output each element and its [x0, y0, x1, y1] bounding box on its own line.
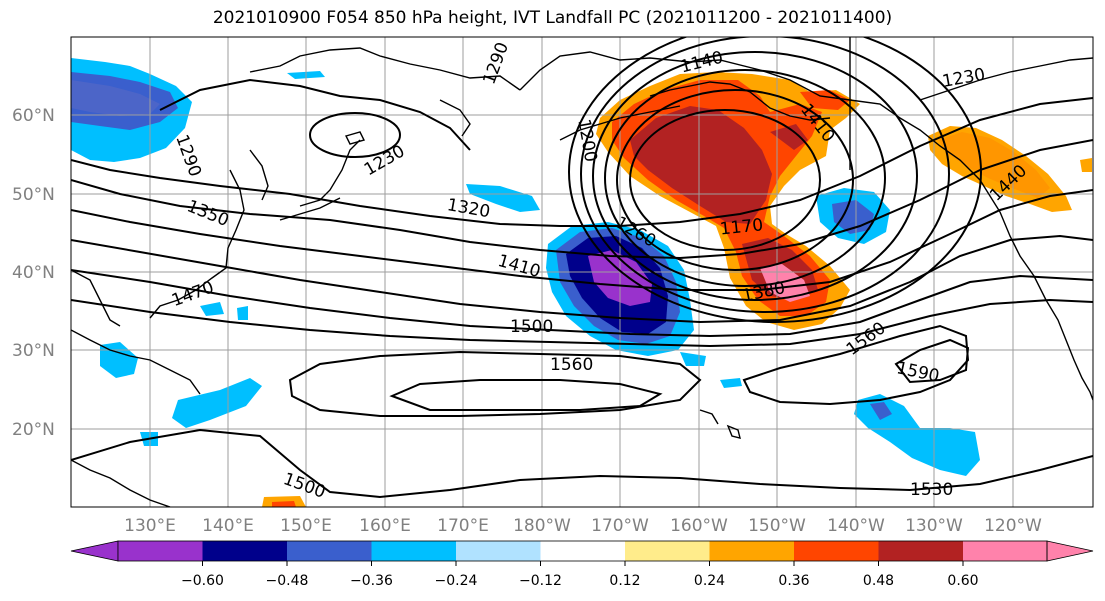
colorbar-bin [540, 541, 625, 561]
colorbar-bin [371, 541, 456, 561]
colorbar-bin [118, 541, 203, 561]
lon-label: 120°W [984, 516, 1042, 536]
latitude-labels: 60°N 50°N 40°N 30°N 20°N [12, 106, 55, 440]
colorbar-tick-label: 0.12 [609, 573, 640, 589]
colorbar-tick-label: 0.60 [947, 573, 978, 589]
height-contours [71, 37, 1093, 499]
colorbar-tick-label: 0.24 [694, 573, 725, 589]
colorbar-tick-label: −0.36 [350, 573, 393, 589]
contour-label: 1560 [550, 355, 593, 375]
lat-label: 20°N [12, 420, 55, 440]
lon-label: 160°W [670, 516, 728, 536]
lon-label: 180°W [513, 516, 571, 536]
colorbar-extend-high [1046, 540, 1094, 562]
colorbar-tick-label: −0.48 [266, 573, 309, 589]
lat-label: 50°N [12, 185, 55, 205]
lon-label: 130°E [124, 516, 176, 536]
lon-label: 170°E [437, 516, 489, 536]
lat-label: 60°N [12, 106, 55, 126]
longitude-labels: 130°E 140°E 150°E 160°E 170°E 180°W 170°… [124, 516, 1042, 536]
lon-label: 150°W [748, 516, 806, 536]
colorbar-bin [878, 541, 963, 561]
lon-label: 170°W [591, 516, 649, 536]
lon-label: 160°E [359, 516, 411, 536]
lon-label: 140°W [827, 516, 885, 536]
map-frame [70, 36, 1094, 508]
colorbar-bin [625, 541, 710, 561]
lon-label: 150°E [280, 516, 332, 536]
lat-label: 40°N [12, 263, 55, 283]
colorbar: −0.60 −0.48 −0.36 −0.24 −0.12 0.12 0.24 … [70, 540, 1094, 589]
colorbar-bin [794, 541, 879, 561]
map-title: 2021010900 F054 850 hPa height, IVT Land… [212, 8, 893, 28]
colorbar-tick-label: −0.12 [519, 573, 562, 589]
colorbar-bin [709, 541, 794, 561]
colorbar-extend-low [70, 540, 119, 562]
colorbar-bin [456, 541, 541, 561]
contour-label: 1530 [910, 480, 953, 500]
colorbar-tick-label: −0.60 [181, 573, 224, 589]
colorbar-tick-marks [202, 561, 964, 566]
contour-label: 1170 [719, 215, 764, 239]
coastlines [71, 37, 1093, 507]
lon-label: 140°E [202, 516, 254, 536]
lon-label: 130°W [905, 516, 963, 536]
colorbar-tick-label: 0.36 [778, 573, 809, 589]
lat-label: 30°N [12, 341, 55, 361]
colorbar-bin [202, 541, 287, 561]
colorbar-tick-label: −0.24 [435, 573, 478, 589]
colorbar-bin [287, 541, 372, 561]
colorbar-tick-label: 0.48 [863, 573, 894, 589]
colorbar-bin [963, 541, 1047, 561]
contour-label: 1500 [510, 317, 553, 337]
